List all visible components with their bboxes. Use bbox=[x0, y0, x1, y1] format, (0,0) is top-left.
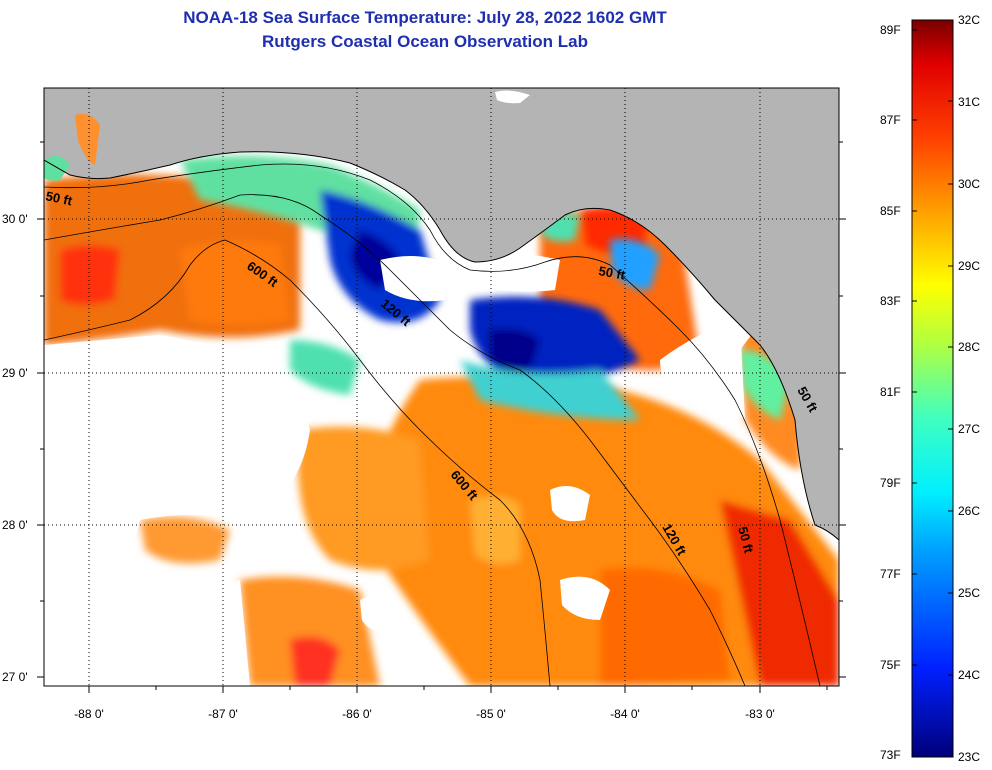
map-frame bbox=[43, 87, 840, 687]
lon-label-86: -86 0' bbox=[342, 707, 372, 721]
cb-label-79f: 79F bbox=[880, 476, 901, 490]
cb-label-87f: 87F bbox=[880, 113, 901, 127]
cb-label-29c: 29C bbox=[958, 259, 981, 273]
bathymetry-contours bbox=[44, 163, 821, 686]
lon-label-87: -87 0' bbox=[208, 707, 238, 721]
cb-label-23c: 23C bbox=[958, 750, 981, 764]
lon-label-83: -83 0' bbox=[745, 707, 775, 721]
cb-label-27c: 27C bbox=[958, 422, 981, 436]
bay-cool bbox=[44, 156, 70, 181]
cb-label-32c: 32C bbox=[958, 13, 981, 27]
cb-label-30c: 30C bbox=[958, 177, 981, 191]
cb-label-75f: 75F bbox=[880, 658, 901, 672]
contour-label-50ft-south: 50 ft bbox=[735, 525, 757, 555]
coastline bbox=[44, 151, 839, 541]
contour-label-50ft-west: 50 ft bbox=[44, 188, 74, 208]
lon-label-84: -84 0' bbox=[610, 707, 640, 721]
cb-label-25c: 25C bbox=[958, 586, 981, 600]
chart-subtitle: Rutgers Coastal Ocean Observation Lab bbox=[262, 32, 588, 51]
graticule bbox=[44, 88, 839, 686]
cb-label-81f: 81F bbox=[880, 385, 901, 399]
lat-label-30: 30 0' bbox=[2, 212, 28, 226]
lat-label-28: 28 0' bbox=[2, 518, 28, 532]
sst-cool-regions bbox=[180, 156, 790, 420]
cb-label-89f: 89F bbox=[880, 23, 901, 37]
bay-warm bbox=[75, 113, 100, 165]
cb-label-73f: 73F bbox=[880, 748, 901, 762]
cb-label-77f: 77F bbox=[880, 567, 901, 581]
cb-label-28c: 28C bbox=[958, 340, 981, 354]
cb-label-31c: 31C bbox=[958, 95, 981, 109]
cloud-mask bbox=[44, 253, 755, 686]
lon-label-88: -88 0' bbox=[74, 707, 104, 721]
cb-label-85f: 85F bbox=[880, 204, 901, 218]
cb-label-24c: 24C bbox=[958, 668, 981, 682]
axis-ticks bbox=[37, 141, 846, 693]
chart-title: NOAA-18 Sea Surface Temperature: July 28… bbox=[183, 8, 667, 27]
lake bbox=[495, 90, 530, 104]
colorbar bbox=[911, 19, 954, 758]
land-mass bbox=[44, 88, 839, 540]
cb-label-26c: 26C bbox=[958, 504, 981, 518]
lat-label-27: 27 0' bbox=[2, 670, 28, 684]
lat-label-29: 29 0' bbox=[2, 366, 28, 380]
contour-label-50ft-bigbend: 50 ft bbox=[597, 263, 627, 283]
lon-label-85: -85 0' bbox=[476, 707, 506, 721]
colorbar-ticks bbox=[912, 19, 953, 676]
cb-label-83f: 83F bbox=[880, 294, 901, 308]
